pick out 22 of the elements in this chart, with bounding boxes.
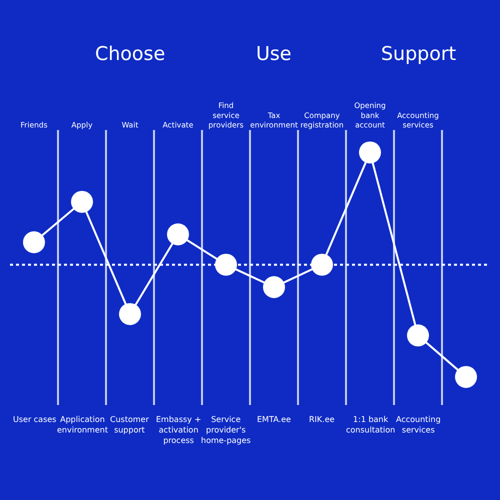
- point: [359, 141, 381, 164]
- point: [455, 366, 477, 388]
- text: Service provider's home-pages: [201, 415, 251, 445]
- point: [167, 223, 189, 246]
- text: RIK.ee: [309, 415, 335, 424]
- text: User cases: [13, 415, 56, 424]
- text: Accounting services: [396, 415, 441, 434]
- text: EMTA.ee: [257, 415, 292, 424]
- text: Use: [256, 43, 292, 65]
- point: [23, 231, 45, 254]
- point: [263, 276, 285, 298]
- text: Choose: [95, 43, 166, 65]
- text: Embassy + activation process: [156, 415, 202, 445]
- text: Customer support: [110, 415, 150, 434]
- point: [311, 254, 333, 276]
- text: Support: [381, 43, 456, 65]
- point: [407, 324, 429, 346]
- point: [215, 254, 237, 276]
- text: 1:1 bank consultation: [346, 415, 396, 434]
- point: [71, 190, 93, 213]
- text: Application environment: [57, 415, 108, 434]
- point: [119, 303, 141, 326]
